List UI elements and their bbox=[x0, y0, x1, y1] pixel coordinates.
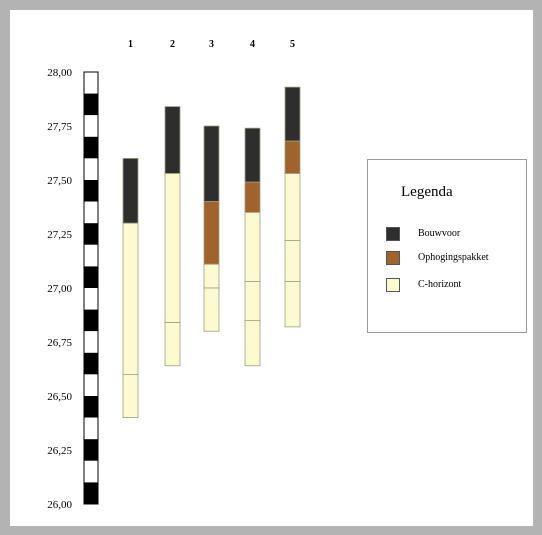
scale-segment bbox=[84, 417, 98, 440]
soil-layer-c-horizont bbox=[284, 240, 301, 282]
legend-label: C-horizont bbox=[418, 279, 462, 290]
scale-segment bbox=[84, 93, 98, 116]
scale-segment bbox=[84, 115, 98, 137]
column-label: 3 bbox=[209, 39, 214, 50]
y-tick-label: 27,00 bbox=[47, 283, 72, 295]
soil-columns bbox=[122, 86, 301, 418]
scale-segment bbox=[84, 201, 98, 224]
soil-layer-c-horizont bbox=[244, 281, 261, 321]
soil-layer-ophogingspakket bbox=[203, 201, 220, 265]
scale-segment bbox=[84, 460, 98, 483]
y-tick-label: 26,00 bbox=[47, 499, 72, 511]
soil-layer-c-horizont bbox=[244, 211, 261, 282]
elevation-scale bbox=[83, 71, 99, 505]
soil-layer-c-horizont bbox=[122, 222, 139, 375]
legend-title: Legenda bbox=[401, 184, 453, 200]
column-label: 5 bbox=[290, 39, 295, 50]
scale-segment bbox=[84, 180, 98, 202]
soil-layer-ophogingspakket bbox=[244, 181, 261, 213]
column-labels: 1 2 3 4 5 bbox=[128, 39, 295, 50]
scale-segment bbox=[84, 158, 98, 180]
soil-layer-ophogingspakket bbox=[284, 140, 301, 174]
scale-outline bbox=[83, 71, 99, 505]
scale-segment bbox=[84, 309, 98, 332]
column-label: 2 bbox=[170, 39, 175, 50]
y-tick-label: 28,00 bbox=[47, 67, 72, 79]
scale-segment bbox=[84, 396, 98, 418]
y-tick-label: 26,75 bbox=[47, 337, 72, 349]
soil-layer-c-horizont bbox=[203, 287, 220, 332]
scale-segment bbox=[84, 223, 98, 245]
legend-label: Bouwvoor bbox=[418, 228, 461, 239]
y-tick-label: 27,25 bbox=[47, 229, 72, 241]
y-tick-label: 26,25 bbox=[47, 445, 72, 457]
soil-layer-bouwvoor bbox=[122, 157, 139, 224]
column-label: 4 bbox=[250, 39, 255, 50]
legend-swatch bbox=[386, 227, 400, 241]
y-tick-label: 27,75 bbox=[47, 121, 72, 133]
soil-layer-c-horizont bbox=[122, 373, 139, 418]
legend: Legenda Bouwvoor Ophogingspakket C-horizon… bbox=[367, 159, 527, 333]
soil-profile-diagram: 28,00 27,75 27,50 27,25 27,00 26,75 26,50 26,25… bbox=[47, 39, 301, 511]
legend-swatch bbox=[386, 278, 400, 292]
scale-segment bbox=[84, 352, 98, 375]
scale-segment bbox=[84, 482, 98, 504]
scale-segment bbox=[84, 136, 98, 159]
soil-layer-c-horizont bbox=[244, 319, 261, 367]
soil-layer-c-horizont bbox=[203, 263, 220, 289]
elevation-tick-labels: 28,00 27,75 27,50 27,25 27,00 26,75 26,50 26,25… bbox=[47, 67, 72, 511]
soil-layer-c-horizont bbox=[164, 322, 181, 367]
legend-label: Ophogingspakket bbox=[418, 252, 489, 263]
scale-segment bbox=[84, 72, 98, 94]
scale-segment bbox=[84, 331, 98, 353]
scale-segment bbox=[84, 439, 98, 461]
soil-layer-c-horizont bbox=[284, 281, 301, 328]
soil-layer-bouwvoor bbox=[284, 86, 301, 142]
scale-segment bbox=[84, 374, 98, 396]
soil-layer-bouwvoor bbox=[164, 106, 181, 174]
figure-frame: 28,00 27,75 27,50 27,25 27,00 26,75 26,50 26,25… bbox=[10, 10, 533, 526]
soil-layer-c-horizont bbox=[284, 173, 301, 241]
legend-swatch bbox=[386, 251, 400, 265]
soil-layer-bouwvoor bbox=[203, 125, 220, 202]
scale-segment bbox=[84, 244, 98, 267]
soil-layer-bouwvoor bbox=[244, 127, 261, 183]
y-tick-label: 27,50 bbox=[47, 175, 72, 187]
scale-segment bbox=[84, 266, 98, 288]
scale-segment bbox=[84, 288, 98, 310]
column-label: 1 bbox=[128, 39, 133, 50]
y-tick-label: 26,50 bbox=[47, 391, 72, 403]
soil-layer-c-horizont bbox=[164, 173, 181, 323]
